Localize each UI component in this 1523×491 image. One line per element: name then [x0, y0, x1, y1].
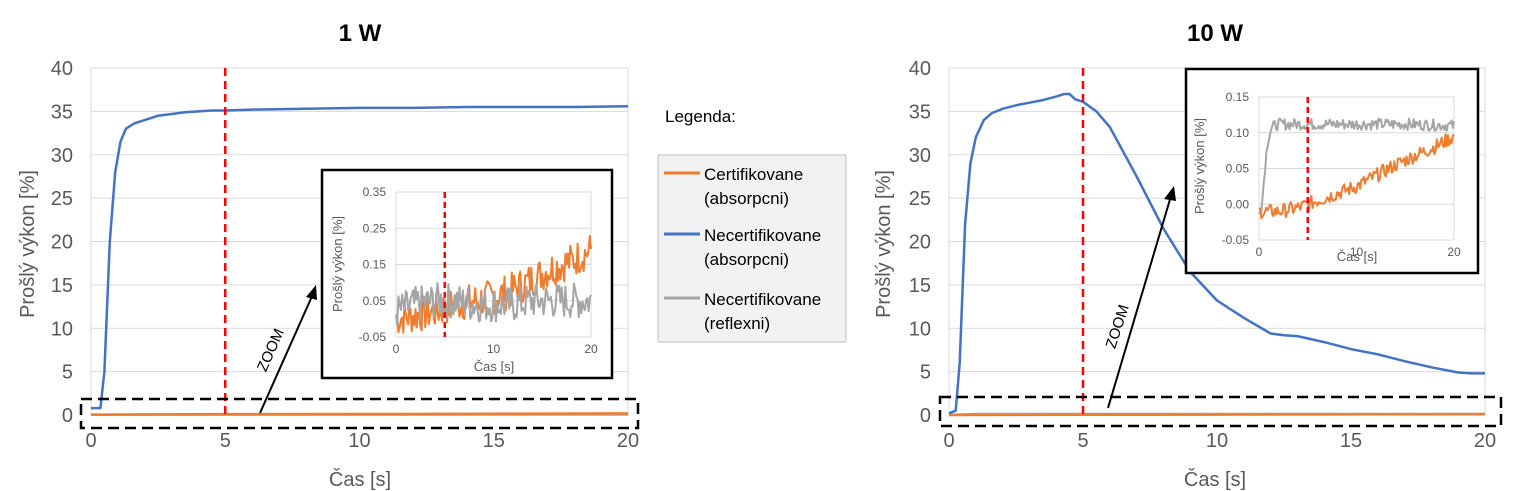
inset-y-tick-label: 0.15 [363, 258, 387, 272]
x-axis-label: Čas [s] [329, 468, 391, 491]
inset-x-axis-label: Čas [s] [1337, 249, 1377, 264]
inset-x-tick-labels: 0 10 20 [393, 342, 598, 356]
x-tick-label: 15 [483, 430, 505, 452]
inset-series-lines [395, 235, 592, 334]
x-tick-label: 5 [220, 430, 231, 452]
legend-label-line2: (absorpcni) [704, 189, 789, 208]
legend-label-line2: (reflexni) [704, 314, 770, 333]
inset-series-line [1258, 117, 1455, 215]
inset-x-tick-label: 20 [1447, 245, 1461, 259]
x-tick-labels: 0 5 10 15 20 [943, 430, 1496, 452]
zoom-region-box [938, 395, 1503, 428]
inset-y-tick-labels: -0.05 0.05 0.15 0.25 0.35 [359, 185, 387, 344]
x-tick-label: 5 [1077, 430, 1088, 452]
inset-y-tick-label: 0.15 [1226, 90, 1250, 104]
y-tick-label: 15 [51, 275, 73, 297]
y-tick-label: 0 [920, 405, 931, 427]
y-tick-label: 0 [62, 405, 73, 427]
chart-1w: 1 W 0 5 10 15 20 25 30 35 40 0 5 10 15 20 Čas [s] Pr… [17, 20, 640, 491]
zoom-label: ZOOM [1103, 303, 1133, 351]
zoom-arrow [1107, 195, 1172, 409]
x-tick-label: 10 [348, 430, 370, 452]
zoom-label: ZOOM [254, 326, 288, 374]
series-lines [90, 104, 629, 416]
x-tick-labels: 0 5 10 15 20 [85, 430, 639, 452]
legend-box [657, 154, 847, 343]
inset-y-tick-label: 0.00 [1226, 197, 1250, 211]
y-tick-labels: 0 5 10 15 20 25 30 35 40 [909, 58, 931, 427]
x-axis-label: Čas [s] [1184, 468, 1246, 491]
inset-x-tick-labels: 0 10 20 [1256, 245, 1461, 259]
legend-label-line1: Necertifikovane [704, 290, 821, 309]
inset-y-tick-label: -0.05 [359, 330, 387, 344]
legend-item-necertifikovane-reflexni: Necertifikovane (reflexni) [664, 290, 821, 333]
chart-title: 10 W [1187, 20, 1243, 47]
chart-10w: 10 W 0 5 10 15 20 25 30 35 40 0 5 10 15 20 Čas [s] P… [873, 20, 1503, 491]
zoom-region-box [79, 397, 640, 430]
x-tick-label: 20 [617, 430, 639, 452]
legend-label-line2: (absorpcni) [704, 250, 789, 269]
y-tick-label: 25 [51, 188, 73, 210]
y-tick-label: 10 [909, 318, 931, 340]
inset-y-tick-label: 0.10 [1226, 126, 1250, 140]
legend-item-necertifikovane-absorpcni: Necertifikovane (absorpcni) [664, 226, 821, 269]
series-line [90, 412, 629, 416]
series-lines [948, 92, 1486, 417]
inset-y-tick-label: -0.05 [1222, 233, 1250, 247]
inset-series-line [1258, 133, 1455, 220]
zoom-inset-frame [1184, 67, 1480, 275]
y-axis-label: Prošlý výkon [%] [17, 170, 39, 318]
legend-item-certifikovane-absorpcni: Certifikovane (absorpcni) [664, 165, 803, 208]
y-tick-labels: 0 5 10 15 20 25 30 35 40 [51, 58, 73, 427]
inset-x-tick-label: 20 [584, 342, 598, 356]
y-tick-label: 40 [909, 58, 931, 80]
series-line [948, 412, 1486, 417]
legend: Legenda: Certifikovane (absorpcni) Necer… [657, 107, 847, 343]
y-tick-label: 15 [909, 275, 931, 297]
y-axis-label: Prošlý výkon [%] [873, 170, 895, 318]
zoom-arrowhead [306, 285, 317, 300]
series-line [948, 92, 1485, 415]
series-line [91, 104, 629, 410]
legend-label-line1: Necertifikovane [704, 226, 821, 245]
inset-series-lines [1258, 117, 1455, 220]
x-tick-label: 15 [1340, 430, 1362, 452]
inset-x-tick-label: 10 [1350, 245, 1364, 259]
inset-y-axis-label: Prošlý výkon [%] [1192, 118, 1207, 214]
inset-y-tick-label: 0.05 [1226, 162, 1250, 176]
zoom-inset-frame [320, 168, 614, 380]
legend-label-line1: Certifikovane [704, 165, 803, 184]
inset-y-tick-label: 0.25 [363, 221, 387, 235]
inset-y-tick-label: 0.05 [363, 294, 387, 308]
inset-series-line [395, 282, 592, 326]
x-tick-label: 0 [85, 430, 96, 452]
inset-x-tick-label: 10 [487, 342, 501, 356]
y-tick-label: 20 [51, 232, 73, 254]
inset-y-tick-label: 0.35 [363, 185, 387, 199]
y-tick-label: 35 [909, 101, 931, 123]
x-tick-label: 10 [1206, 430, 1228, 452]
x-tick-label: 0 [943, 430, 954, 452]
inset-y-tick-labels: -0.05 0.00 0.05 0.10 0.15 [1222, 90, 1250, 247]
y-tick-label: 5 [920, 362, 931, 384]
y-tick-label: 40 [51, 58, 73, 80]
legend-heading: Legenda: [665, 107, 736, 126]
inset-x-tick-label: 0 [393, 342, 400, 356]
zoom-arrow [259, 293, 314, 414]
y-tick-label: 35 [51, 101, 73, 123]
x-tick-label: 20 [1474, 430, 1496, 452]
y-tick-label: 30 [909, 145, 931, 167]
inset-x-tick-label: 0 [1256, 245, 1263, 259]
y-tick-label: 25 [909, 188, 931, 210]
inset-x-axis-label: Čas [s] [474, 359, 514, 374]
y-tick-label: 5 [62, 362, 73, 384]
inset-y-axis-label: Prošlý výkon [%] [330, 216, 345, 312]
zoom-arrowhead [1164, 186, 1176, 201]
chart-title: 1 W [339, 20, 382, 47]
y-tick-label: 30 [51, 145, 73, 167]
y-tick-label: 10 [51, 318, 73, 340]
y-tick-label: 20 [909, 232, 931, 254]
